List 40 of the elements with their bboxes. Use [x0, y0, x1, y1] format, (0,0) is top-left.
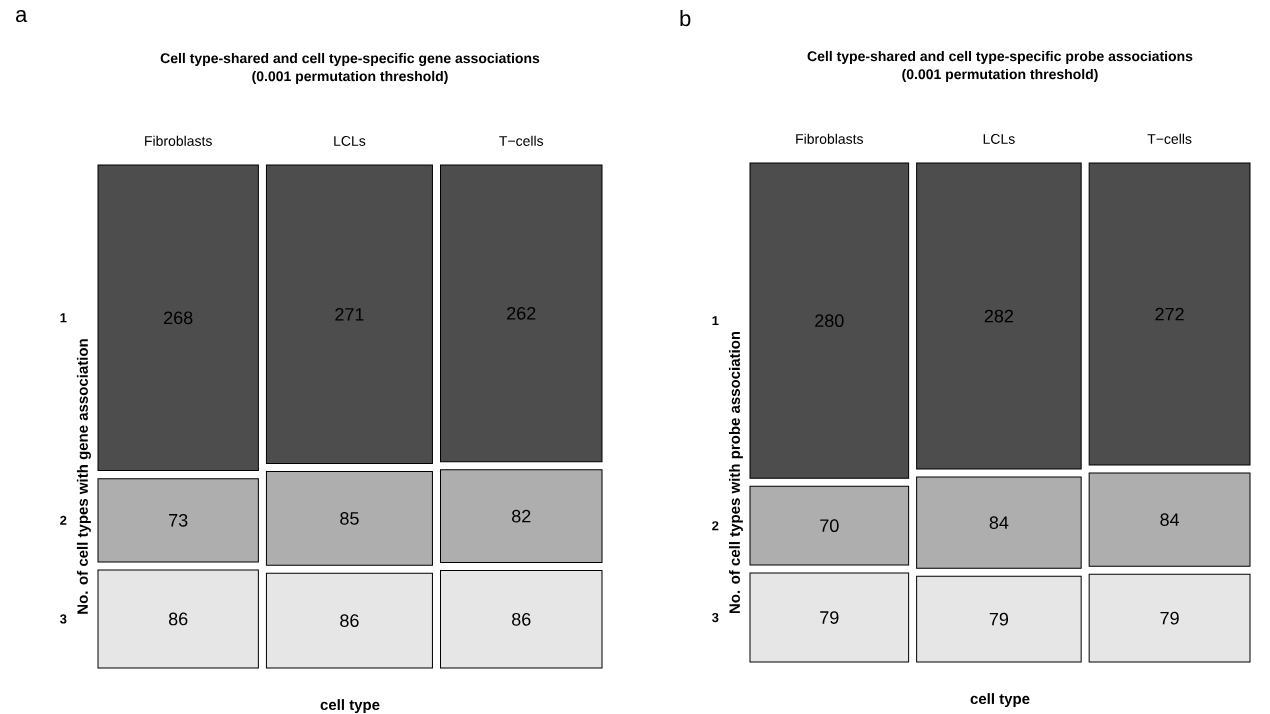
data-label: 79: [989, 612, 1009, 626]
text: No. of cell types with probe association: [728, 331, 743, 614]
category-label: Fibroblasts: [796, 133, 864, 144]
category-label: T−cells: [499, 135, 544, 146]
text: cell type: [320, 699, 380, 714]
text: No. of cell types with gene association: [76, 339, 91, 614]
data-label: 79: [820, 611, 839, 624]
category-label: 2: [60, 515, 67, 525]
category-label: 1: [60, 313, 67, 323]
category-label: T−cells: [1147, 133, 1192, 144]
data-label: 82: [512, 509, 531, 523]
text: b: [680, 10, 691, 27]
category-label: 1: [712, 316, 719, 326]
data-label: 84: [1160, 513, 1180, 527]
data-label: 280: [815, 314, 844, 328]
data-label: 271: [335, 307, 364, 321]
data-label: 70: [820, 519, 839, 533]
category-label: 3: [60, 614, 67, 624]
data-label: 262: [507, 306, 536, 320]
data-label: 85: [340, 512, 359, 525]
text: cell type: [970, 693, 1030, 708]
data-label: 282: [984, 309, 1013, 323]
category-label: Fibroblasts: [145, 135, 212, 146]
data-label: 86: [340, 614, 359, 628]
text: Cell type-shared and cell type-specific probe associations: [807, 50, 1193, 64]
text: (0.001 permutation threshold): [902, 68, 1098, 82]
text: a: [16, 10, 28, 23]
category-label: LCLs: [983, 134, 1015, 144]
category-label: 3: [712, 612, 719, 623]
data-label: 84: [989, 516, 1009, 530]
data-label: 272: [1155, 307, 1184, 321]
data-label: 86: [168, 612, 188, 626]
data-label: 268: [164, 311, 193, 325]
category-label: LCLs: [334, 136, 366, 146]
category-label: 2: [712, 521, 719, 531]
data-label: 73: [169, 513, 188, 527]
text: Cell type-shared and cell type-specific gene associations: [160, 52, 540, 67]
data-label: 86: [512, 612, 531, 626]
text: (0.001 permutation threshold): [252, 70, 448, 84]
data-label: 79: [1160, 611, 1179, 625]
